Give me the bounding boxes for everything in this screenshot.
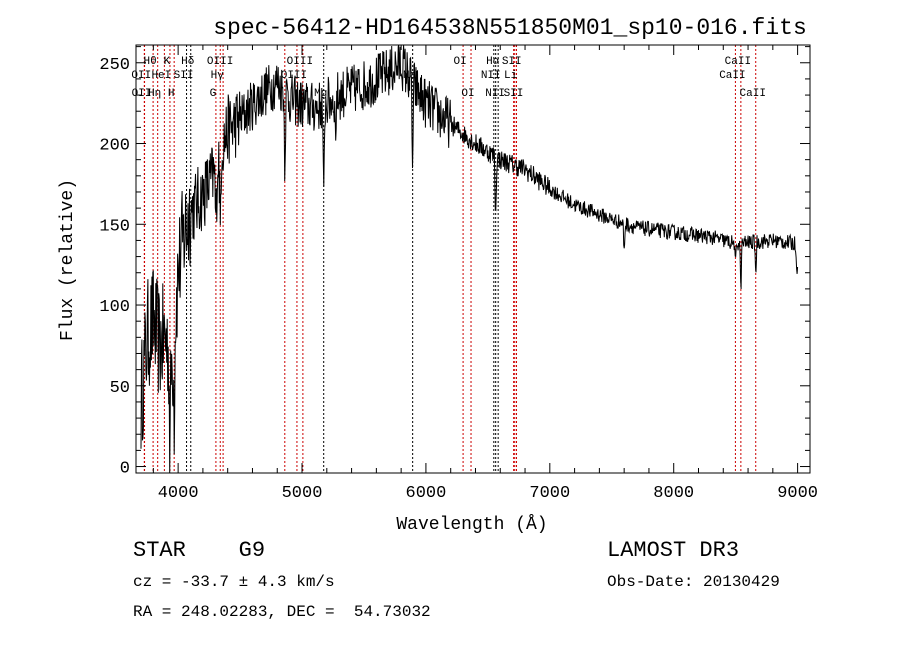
line-label: CaII [740,88,766,100]
y-tick-label: 250 [99,56,130,75]
line-label: CaII [725,56,751,68]
line-label: OII [131,70,151,82]
line-label: CaII [719,70,745,82]
object-type: STAR G9 [133,538,266,563]
line-label: OIII [287,56,313,68]
line-label: NII [481,70,501,82]
y-tick-label: 0 [120,460,130,479]
line-label: Hθ [143,56,156,68]
line-label: G [210,88,217,100]
x-axis-label: Wavelength (Å) [396,514,547,535]
line-label: Li [504,70,518,82]
spectral-line-labels: OIIOIIHθHηHeIKHSIIHδGHγOIIIOIIIOIIIMgNaO… [131,56,766,100]
line-label: OII [132,88,152,100]
line-label: K [164,56,171,68]
axes-ticks: 4000 5000 6000 7000 8000 9000 0 50 100 150 200 250 [99,45,818,503]
x-tick-label: 9000 [777,484,818,503]
line-label: Hδ [181,56,194,68]
y-tick-label: 200 [99,137,130,156]
y-tick-label: 50 [110,379,130,398]
survey-name: LAMOST DR3 [607,538,740,563]
x-tick-label: 4000 [158,484,199,503]
y-axis-label: Flux (relative) [58,179,78,341]
line-label: HeI [151,70,171,82]
line-label: OI [453,56,466,68]
x-tick-label: 5000 [282,484,323,503]
x-tick-label: 7000 [529,484,570,503]
line-label: OI [461,88,474,100]
line-label: OIII [281,70,307,82]
line-label: Hγ [211,70,225,82]
line-label: H [168,88,175,100]
x-tick-label: 6000 [406,484,447,503]
line-label: NII [485,88,505,100]
plot-frame [135,44,811,474]
line-label: Hα [486,56,500,68]
obs-date: Obs-Date: 20130429 [607,573,780,591]
line-label: Mg [314,88,327,100]
line-label: SII [504,88,524,100]
line-label: Hη [148,88,161,100]
coordinates: RA = 248.02283, DEC = 54.73032 [133,603,431,621]
y-tick-label: 100 [99,298,130,317]
line-label: SII [502,56,522,68]
y-tick-label: 150 [99,217,130,236]
line-label: OIII [207,56,233,68]
flux-series-line [140,44,799,474]
chart-title: spec-56412-HD164538N551850M01_sp10-016.f… [213,15,807,41]
x-tick-label: 8000 [653,484,694,503]
redshift-cz: cz = -33.7 ± 4.3 km/s [133,573,335,591]
spectral-line-markers [143,45,757,473]
line-label: SII [174,70,194,82]
